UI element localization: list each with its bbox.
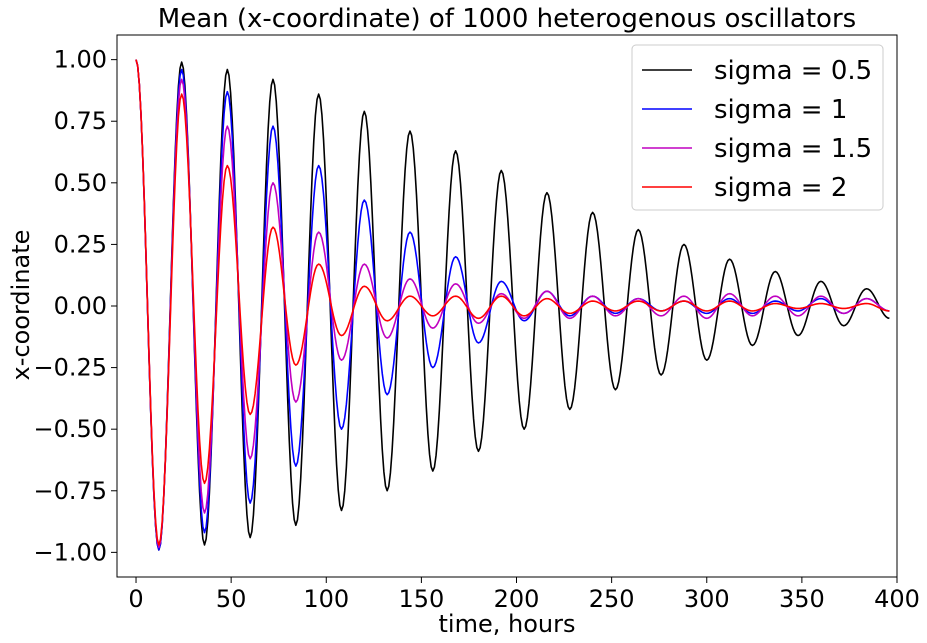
- y-tick-label: 0.00: [54, 292, 107, 320]
- series-line-3: [135, 59, 890, 546]
- y-tick-label: 0.75: [54, 107, 107, 135]
- x-tick-label: 200: [494, 585, 540, 613]
- x-axis: 0 50 100 150 200 250 300 350 400: [128, 577, 920, 613]
- y-tick-label: −0.50: [33, 415, 107, 443]
- x-tick-label: 100: [303, 585, 349, 613]
- y-tick-label: 0.50: [54, 169, 107, 197]
- x-tick-label: 150: [398, 585, 444, 613]
- legend-label: sigma = 1: [714, 95, 847, 125]
- x-tick-label: 250: [589, 585, 635, 613]
- legend-label: sigma = 0.5: [714, 56, 872, 86]
- legend-label: sigma = 1.5: [714, 134, 872, 164]
- x-tick-label: 0: [128, 585, 143, 613]
- x-tick-label: 50: [216, 585, 247, 613]
- legend-label: sigma = 2: [714, 173, 847, 203]
- x-tick-label: 300: [684, 585, 730, 613]
- series-layer: [135, 59, 890, 551]
- legend: sigma = 0.5 sigma = 1 sigma = 1.5 sigma = 2: [631, 44, 884, 211]
- x-tick-label: 400: [874, 585, 920, 613]
- y-axis: 1.00 0.75 0.50 0.25 0.00 −0.25 −0.50 −0.75 −1.00: [33, 46, 117, 566]
- y-axis-label: x-coordinate: [7, 230, 35, 381]
- y-tick-label: −1.00: [33, 538, 107, 566]
- y-tick-label: −0.75: [33, 477, 107, 505]
- x-tick-label: 350: [779, 585, 825, 613]
- x-axis-label: time, hours: [439, 610, 576, 638]
- y-tick-label: 1.00: [54, 46, 107, 74]
- y-tick-label: −0.25: [33, 354, 107, 382]
- y-tick-label: 0.25: [54, 230, 107, 258]
- chart-title: Mean (x-coordinate) of 1000 heterogenous…: [158, 4, 856, 34]
- legend-box: [631, 44, 884, 211]
